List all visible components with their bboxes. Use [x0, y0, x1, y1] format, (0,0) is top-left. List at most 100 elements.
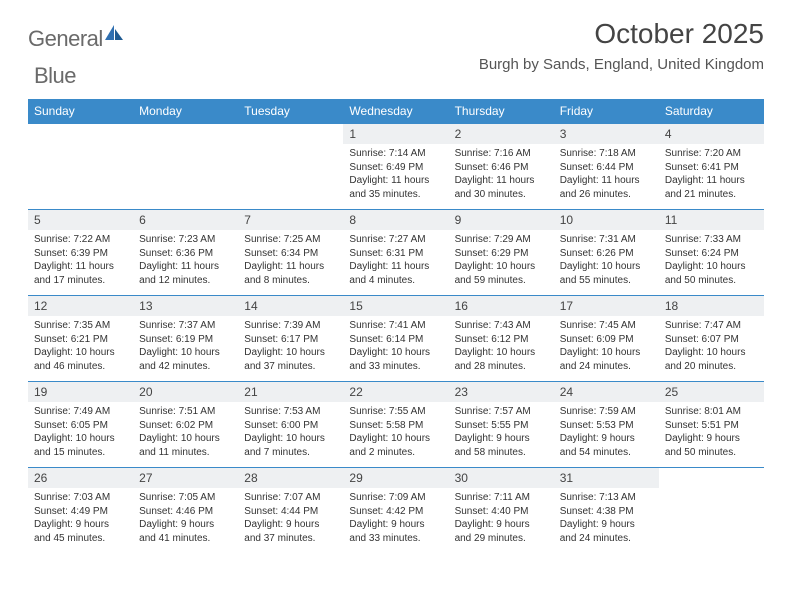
calendar-day-cell: 29Sunrise: 7:09 AMSunset: 4:42 PMDayligh… [343, 468, 448, 554]
sunrise-text: Sunrise: 7:49 AM [34, 406, 110, 417]
calendar-day-cell: 28Sunrise: 7:07 AMSunset: 4:44 PMDayligh… [238, 468, 343, 554]
sunset-text: Sunset: 6:12 PM [455, 334, 529, 345]
calendar-day-cell: 23Sunrise: 7:57 AMSunset: 5:55 PMDayligh… [449, 382, 554, 468]
day-details: Sunrise: 7:27 AMSunset: 6:31 PMDaylight:… [343, 230, 448, 293]
day-details: Sunrise: 7:14 AMSunset: 6:49 PMDaylight:… [343, 144, 448, 207]
sunrise-text: Sunrise: 7:22 AM [34, 234, 110, 245]
sunset-text: Sunset: 5:55 PM [455, 420, 529, 431]
day-details: Sunrise: 7:18 AMSunset: 6:44 PMDaylight:… [554, 144, 659, 207]
sunset-text: Sunset: 4:44 PM [244, 506, 318, 517]
calendar-day-cell: 8Sunrise: 7:27 AMSunset: 6:31 PMDaylight… [343, 210, 448, 296]
calendar-day-cell: 21Sunrise: 7:53 AMSunset: 6:00 PMDayligh… [238, 382, 343, 468]
day-number [133, 124, 238, 130]
col-tuesday: Tuesday [238, 99, 343, 124]
daylight-text: Daylight: 10 hours and 24 minutes. [560, 347, 641, 372]
sunrise-text: Sunrise: 7:20 AM [665, 148, 741, 159]
sunset-text: Sunset: 6:41 PM [665, 162, 739, 173]
day-details: Sunrise: 7:31 AMSunset: 6:26 PMDaylight:… [554, 230, 659, 293]
day-details: Sunrise: 7:13 AMSunset: 4:38 PMDaylight:… [554, 488, 659, 551]
calendar-week-row: 1Sunrise: 7:14 AMSunset: 6:49 PMDaylight… [28, 124, 764, 210]
calendar-day-cell: 5Sunrise: 7:22 AMSunset: 6:39 PMDaylight… [28, 210, 133, 296]
sunset-text: Sunset: 6:02 PM [139, 420, 213, 431]
day-number: 13 [133, 296, 238, 316]
calendar-day-cell: 20Sunrise: 7:51 AMSunset: 6:02 PMDayligh… [133, 382, 238, 468]
daylight-text: Daylight: 10 hours and 37 minutes. [244, 347, 325, 372]
sunrise-text: Sunrise: 7:35 AM [34, 320, 110, 331]
calendar-table: Sunday Monday Tuesday Wednesday Thursday… [28, 99, 764, 554]
day-number [659, 468, 764, 474]
brand-sail-icon [103, 23, 125, 50]
daylight-text: Daylight: 9 hours and 29 minutes. [455, 519, 530, 544]
day-details: Sunrise: 7:53 AMSunset: 6:00 PMDaylight:… [238, 402, 343, 465]
daylight-text: Daylight: 11 hours and 12 minutes. [139, 261, 219, 286]
sunset-text: Sunset: 6:07 PM [665, 334, 739, 345]
sunrise-text: Sunrise: 7:09 AM [349, 492, 425, 503]
sunset-text: Sunset: 4:40 PM [455, 506, 529, 517]
calendar-day-cell: 10Sunrise: 7:31 AMSunset: 6:26 PMDayligh… [554, 210, 659, 296]
sunset-text: Sunset: 6:26 PM [560, 248, 634, 259]
day-number: 16 [449, 296, 554, 316]
day-number: 17 [554, 296, 659, 316]
calendar-day-cell [659, 468, 764, 554]
calendar-day-cell: 2Sunrise: 7:16 AMSunset: 6:46 PMDaylight… [449, 124, 554, 210]
sunrise-text: Sunrise: 7:23 AM [139, 234, 215, 245]
calendar-header-row: Sunday Monday Tuesday Wednesday Thursday… [28, 99, 764, 124]
daylight-text: Daylight: 9 hours and 54 minutes. [560, 433, 635, 458]
day-number: 28 [238, 468, 343, 488]
sunset-text: Sunset: 6:14 PM [349, 334, 423, 345]
sunset-text: Sunset: 5:51 PM [665, 420, 739, 431]
sunset-text: Sunset: 6:29 PM [455, 248, 529, 259]
day-number [28, 124, 133, 130]
daylight-text: Daylight: 9 hours and 37 minutes. [244, 519, 319, 544]
calendar-day-cell: 9Sunrise: 7:29 AMSunset: 6:29 PMDaylight… [449, 210, 554, 296]
calendar-day-cell: 18Sunrise: 7:47 AMSunset: 6:07 PMDayligh… [659, 296, 764, 382]
daylight-text: Daylight: 11 hours and 8 minutes. [244, 261, 324, 286]
day-details: Sunrise: 7:07 AMSunset: 4:44 PMDaylight:… [238, 488, 343, 551]
day-details: Sunrise: 7:05 AMSunset: 4:46 PMDaylight:… [133, 488, 238, 551]
day-number: 2 [449, 124, 554, 144]
daylight-text: Daylight: 11 hours and 4 minutes. [349, 261, 429, 286]
brand-name-2: Blue [34, 63, 76, 89]
calendar-day-cell: 14Sunrise: 7:39 AMSunset: 6:17 PMDayligh… [238, 296, 343, 382]
day-number: 19 [28, 382, 133, 402]
brand-logo: General [28, 18, 127, 52]
day-details: Sunrise: 7:59 AMSunset: 5:53 PMDaylight:… [554, 402, 659, 465]
calendar-week-row: 12Sunrise: 7:35 AMSunset: 6:21 PMDayligh… [28, 296, 764, 382]
sunset-text: Sunset: 6:36 PM [139, 248, 213, 259]
calendar-day-cell: 7Sunrise: 7:25 AMSunset: 6:34 PMDaylight… [238, 210, 343, 296]
daylight-text: Daylight: 10 hours and 50 minutes. [665, 261, 746, 286]
calendar-day-cell: 1Sunrise: 7:14 AMSunset: 6:49 PMDaylight… [343, 124, 448, 210]
sunrise-text: Sunrise: 7:14 AM [349, 148, 425, 159]
col-thursday: Thursday [449, 99, 554, 124]
day-details: Sunrise: 7:37 AMSunset: 6:19 PMDaylight:… [133, 316, 238, 379]
sunrise-text: Sunrise: 7:13 AM [560, 492, 636, 503]
calendar-day-cell [28, 124, 133, 210]
calendar-day-cell: 24Sunrise: 7:59 AMSunset: 5:53 PMDayligh… [554, 382, 659, 468]
sunrise-text: Sunrise: 7:25 AM [244, 234, 320, 245]
sunrise-text: Sunrise: 7:27 AM [349, 234, 425, 245]
sunrise-text: Sunrise: 8:01 AM [665, 406, 741, 417]
sunrise-text: Sunrise: 7:33 AM [665, 234, 741, 245]
calendar-day-cell [133, 124, 238, 210]
day-number: 29 [343, 468, 448, 488]
sunset-text: Sunset: 4:38 PM [560, 506, 634, 517]
day-details: Sunrise: 8:01 AMSunset: 5:51 PMDaylight:… [659, 402, 764, 465]
sunrise-text: Sunrise: 7:53 AM [244, 406, 320, 417]
col-monday: Monday [133, 99, 238, 124]
daylight-text: Daylight: 9 hours and 45 minutes. [34, 519, 109, 544]
col-wednesday: Wednesday [343, 99, 448, 124]
sunset-text: Sunset: 6:21 PM [34, 334, 108, 345]
sunrise-text: Sunrise: 7:29 AM [455, 234, 531, 245]
daylight-text: Daylight: 11 hours and 26 minutes. [560, 175, 640, 200]
day-number: 14 [238, 296, 343, 316]
sunrise-text: Sunrise: 7:55 AM [349, 406, 425, 417]
calendar-day-cell: 11Sunrise: 7:33 AMSunset: 6:24 PMDayligh… [659, 210, 764, 296]
calendar-day-cell: 12Sunrise: 7:35 AMSunset: 6:21 PMDayligh… [28, 296, 133, 382]
daylight-text: Daylight: 10 hours and 42 minutes. [139, 347, 220, 372]
month-title: October 2025 [479, 18, 764, 50]
day-details: Sunrise: 7:41 AMSunset: 6:14 PMDaylight:… [343, 316, 448, 379]
sunset-text: Sunset: 4:46 PM [139, 506, 213, 517]
sunrise-text: Sunrise: 7:59 AM [560, 406, 636, 417]
day-number: 21 [238, 382, 343, 402]
day-number: 18 [659, 296, 764, 316]
